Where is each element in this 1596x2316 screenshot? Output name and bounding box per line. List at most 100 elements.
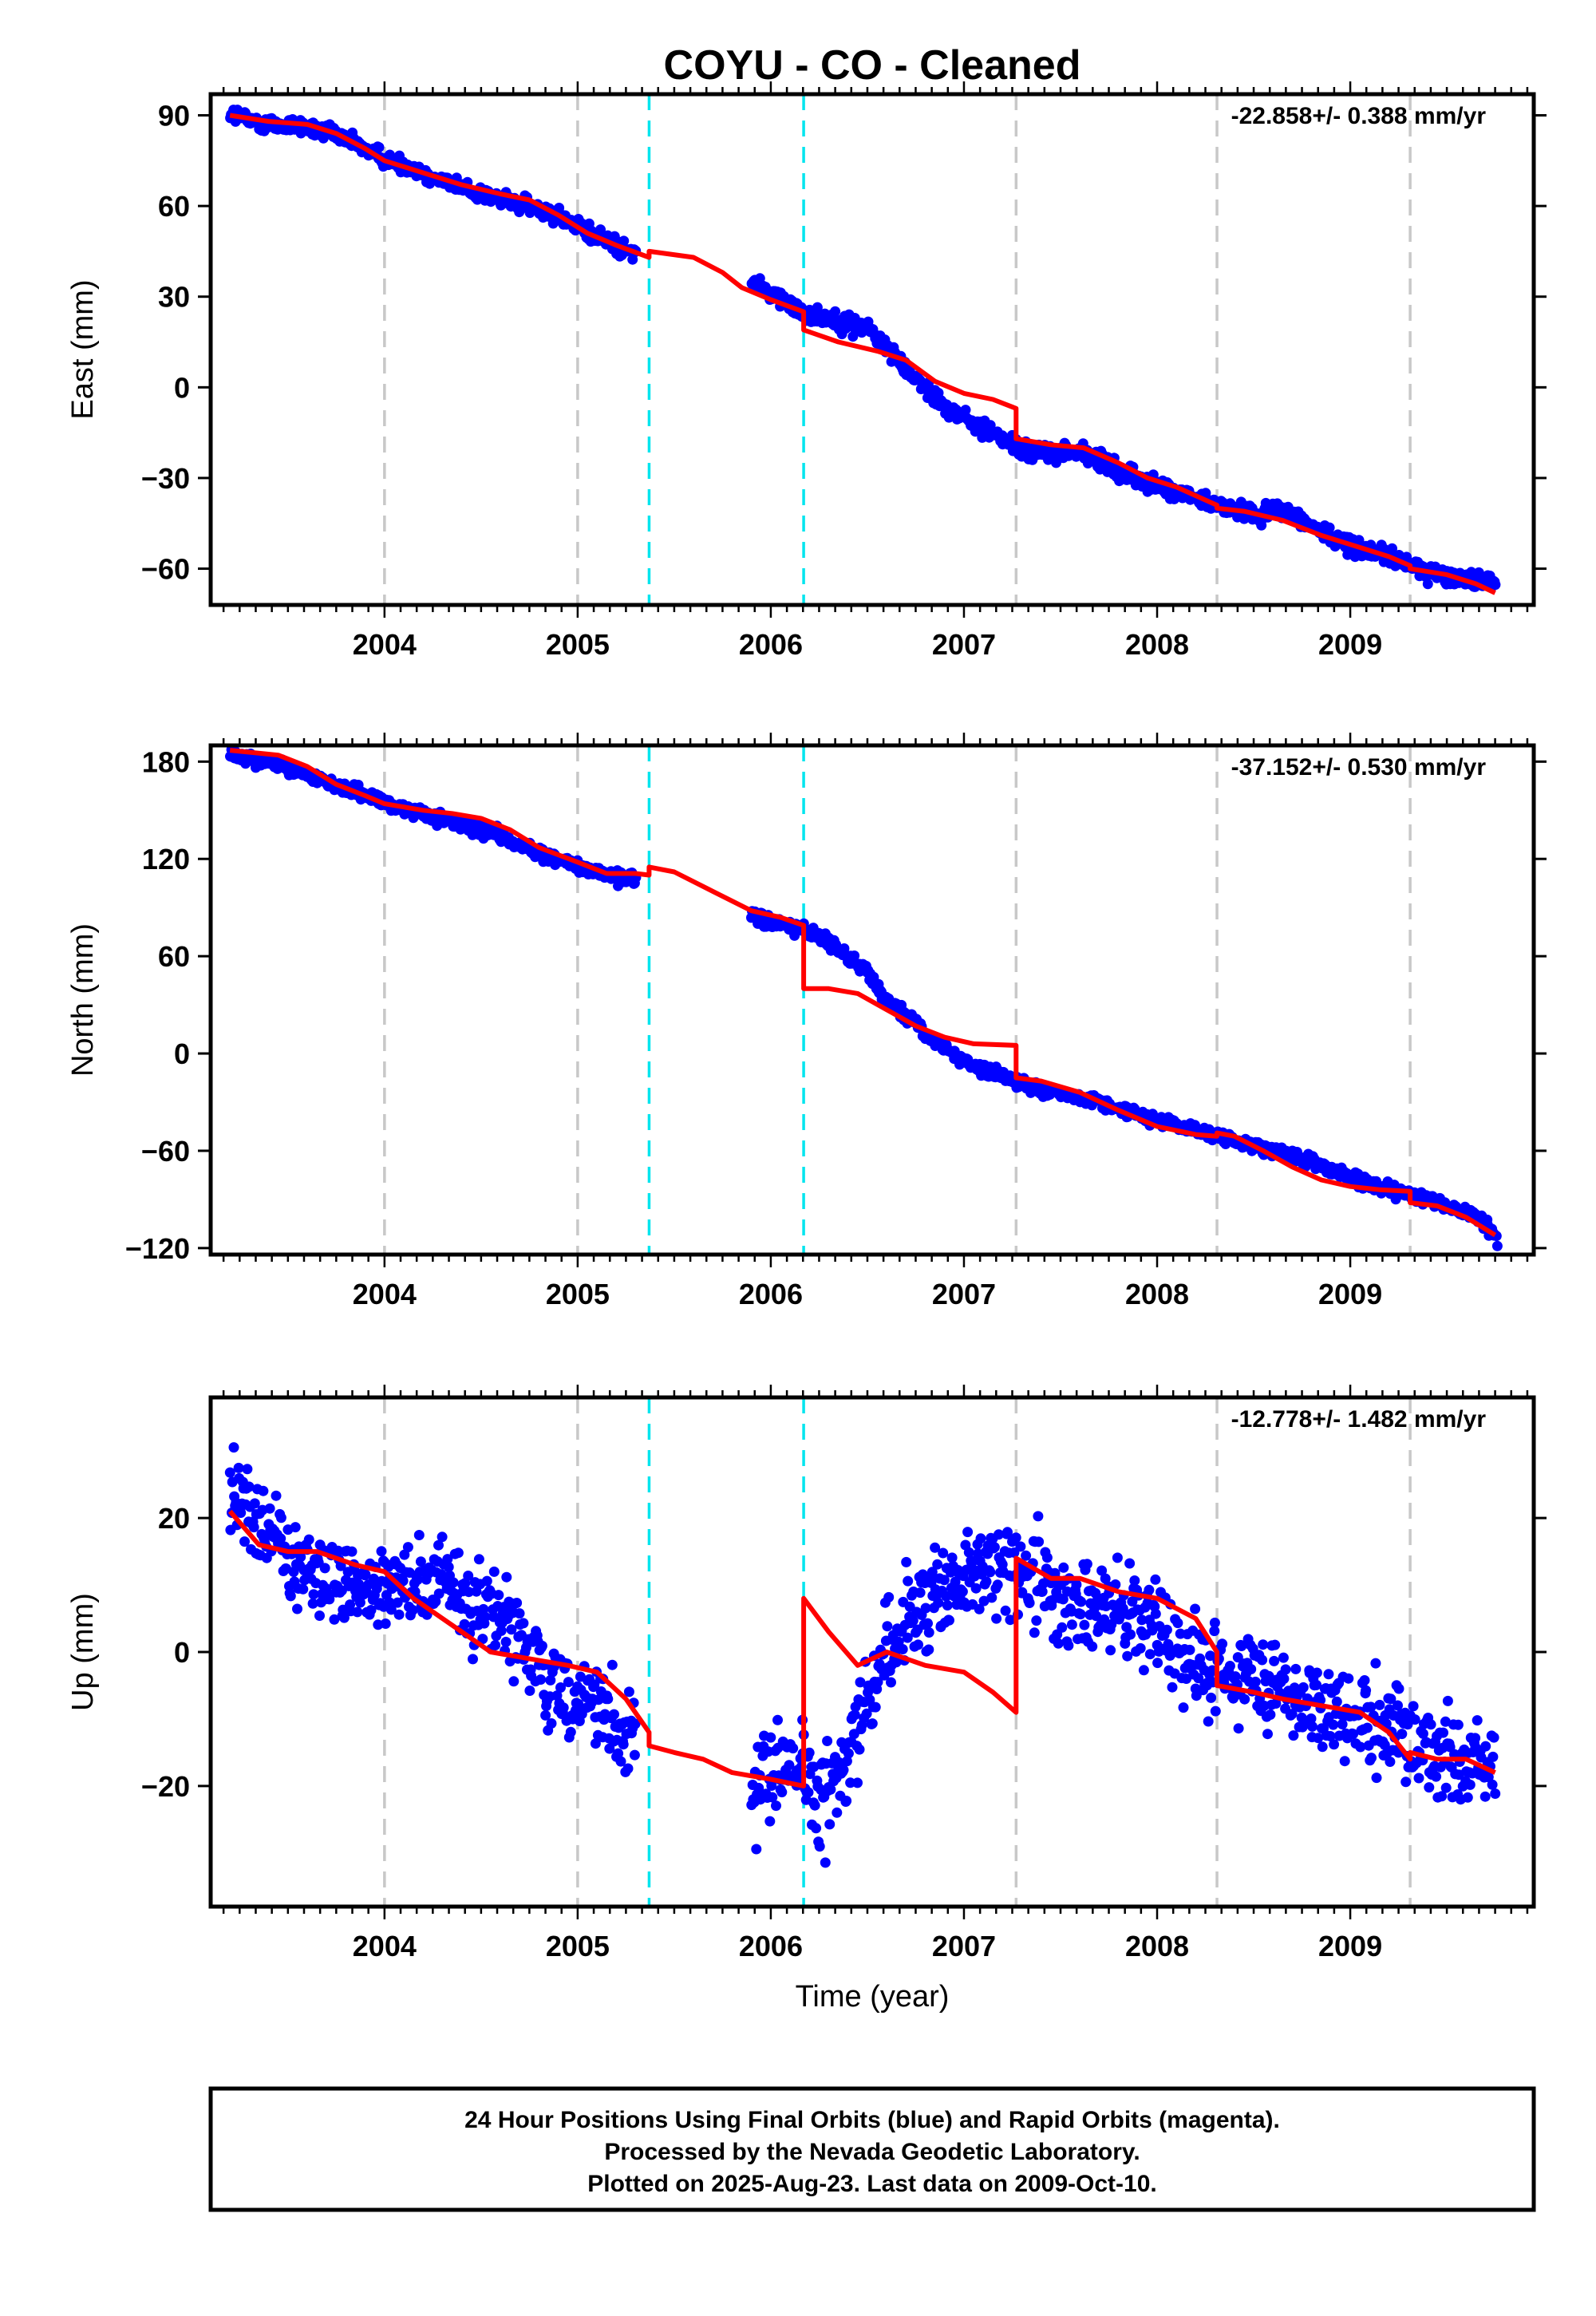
data-point (563, 1677, 574, 1688)
data-point (1483, 1772, 1494, 1783)
data-point (854, 1744, 865, 1755)
data-point (975, 1533, 986, 1544)
data-point (606, 1659, 618, 1670)
y-axis-label: North (mm) (66, 923, 100, 1077)
data-point (1480, 1741, 1491, 1752)
data-point (1161, 1624, 1172, 1635)
data-point (459, 1618, 470, 1630)
data-point (994, 1529, 1004, 1540)
data-point (833, 1757, 844, 1768)
data-point (618, 1739, 629, 1750)
data-point (1269, 1655, 1280, 1666)
data-point (841, 1796, 852, 1806)
data-point (776, 1787, 788, 1798)
y-tick-label: −60 (141, 1135, 190, 1168)
data-point (913, 1639, 923, 1650)
data-point (1015, 1541, 1026, 1552)
data-point (1436, 1791, 1448, 1802)
data-point (985, 1567, 996, 1578)
data-point (1099, 1614, 1110, 1625)
data-point (1490, 579, 1501, 591)
data-point (1029, 1627, 1040, 1638)
data-point (500, 1636, 512, 1647)
data-point (452, 1547, 464, 1559)
data-point (841, 1756, 852, 1767)
rate-annotation: -12.778+/- 1.482 mm/yr (1231, 1406, 1487, 1433)
data-point (1470, 1733, 1481, 1744)
data-point (235, 1508, 247, 1518)
data-point (1058, 1562, 1069, 1573)
data-point (1184, 1644, 1195, 1655)
data-point (1425, 1719, 1436, 1730)
data-point (415, 1556, 426, 1567)
y-axis-label: East (mm) (66, 279, 100, 419)
data-point (764, 1816, 776, 1827)
data-point (1286, 1709, 1298, 1720)
data-point (285, 1591, 296, 1602)
rate-annotation: -37.152+/- 0.530 mm/yr (1231, 754, 1487, 781)
data-point (442, 1554, 453, 1565)
data-point (1066, 1619, 1077, 1630)
y-tick-label: 60 (158, 940, 190, 973)
data-point (1440, 1782, 1452, 1793)
data-point (1150, 1574, 1161, 1585)
data-point (1290, 1663, 1302, 1674)
data-point (376, 1546, 387, 1557)
data-point (314, 1611, 325, 1621)
data-point (1129, 1575, 1140, 1586)
data-point (506, 1624, 517, 1635)
data-point (1317, 1741, 1328, 1753)
data-point (275, 1512, 286, 1524)
data-point (930, 1542, 941, 1553)
data-point (392, 1597, 403, 1608)
data-point (1217, 1638, 1228, 1650)
data-point (1324, 522, 1335, 533)
data-point (1487, 1779, 1498, 1790)
data-point (360, 1569, 371, 1580)
data-point (822, 1736, 833, 1746)
data-point (1343, 1673, 1354, 1684)
data-point (1124, 1558, 1136, 1569)
data-point (1488, 1732, 1499, 1743)
data-point (883, 1591, 895, 1603)
data-point (1452, 1719, 1464, 1730)
data-point (1393, 1700, 1403, 1711)
panels: 90 60 30 0 −30 −60 2004 2005 2006 2007 2008 2009 Eas… (66, 81, 1547, 1962)
data-point (480, 1611, 491, 1622)
data-point (901, 1556, 912, 1567)
data-point (1258, 1639, 1269, 1650)
y-tick-label: −60 (141, 553, 190, 586)
data-point (1053, 1638, 1064, 1649)
data-point (590, 1738, 601, 1749)
data-point (938, 1575, 950, 1586)
data-point (1233, 1723, 1244, 1734)
plot-area (224, 1397, 1501, 1907)
data-point (849, 1709, 860, 1721)
data-point (402, 1542, 413, 1553)
data-point (1075, 1609, 1086, 1620)
data-point (1278, 1652, 1289, 1663)
x-axis-label: Time (year) (796, 1980, 950, 2014)
data-point (380, 1618, 391, 1629)
data-point (249, 1498, 260, 1509)
data-point (765, 1732, 776, 1743)
data-point (1239, 1694, 1250, 1705)
x-tick-label: 2005 (546, 1930, 610, 1962)
data-point (867, 1718, 878, 1729)
data-point (609, 1709, 619, 1720)
data-point (923, 1627, 934, 1638)
data-point (224, 1467, 235, 1478)
data-point (407, 1605, 418, 1615)
x-tick-label: 2005 (546, 628, 610, 661)
x-tick-label: 2008 (1125, 1278, 1189, 1310)
data-point (926, 1567, 938, 1578)
data-point (1307, 1721, 1317, 1732)
data-point (1125, 1629, 1136, 1640)
data-point (804, 1747, 815, 1758)
data-point (1400, 1777, 1412, 1788)
data-point (565, 1726, 576, 1737)
data-point (1348, 1729, 1359, 1740)
data-point (308, 1589, 319, 1600)
data-point (433, 1588, 444, 1599)
data-point (239, 1536, 250, 1547)
